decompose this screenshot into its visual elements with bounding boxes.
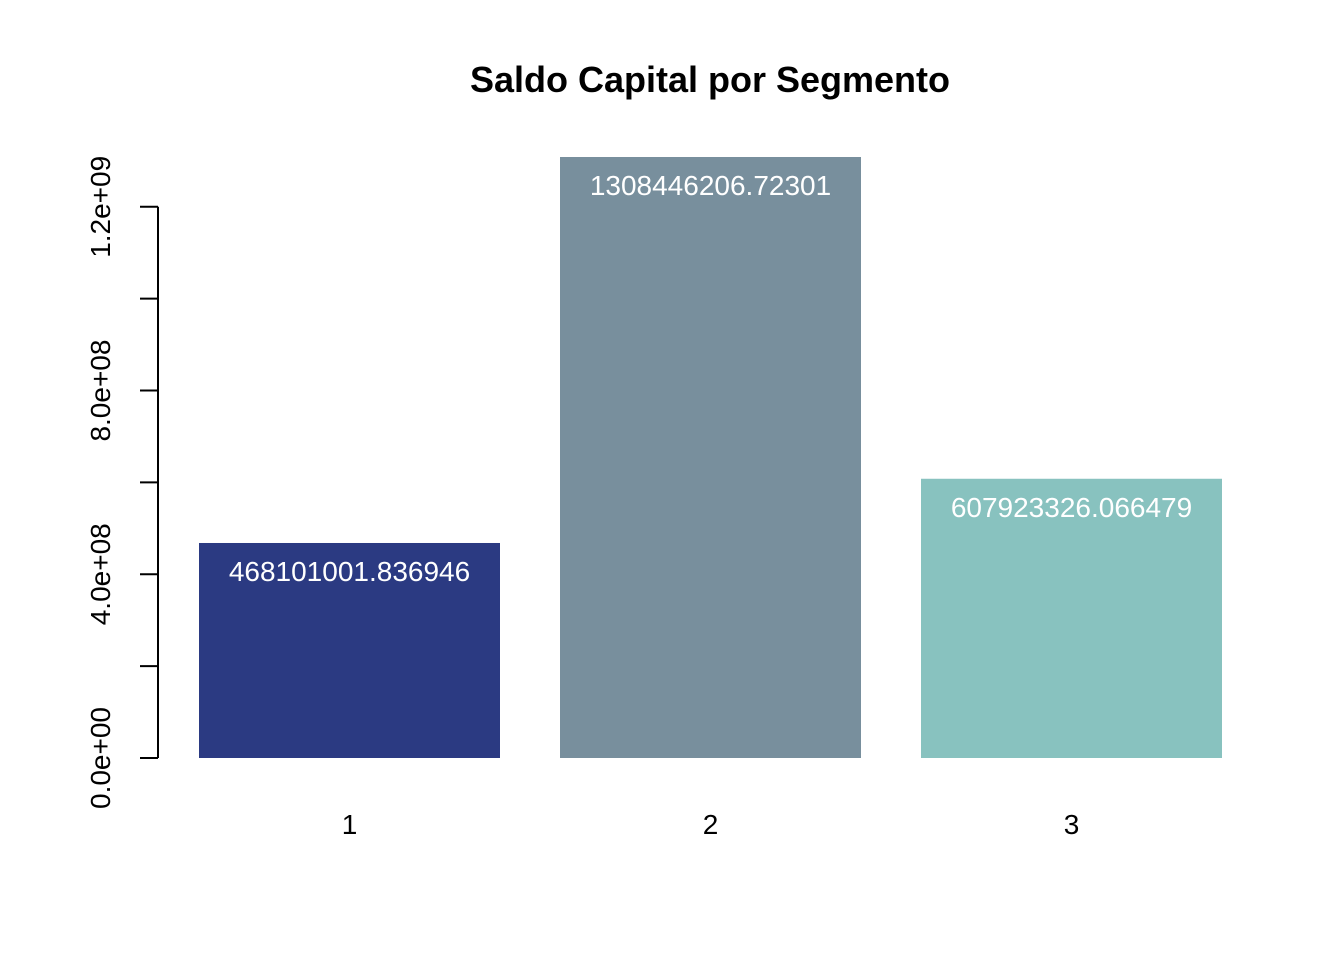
- y-tick-label: 8.0e+08: [85, 340, 116, 442]
- bar-value-label: 468101001.836946: [229, 556, 470, 587]
- bar-value-label: 607923326.066479: [951, 492, 1192, 523]
- y-axis: 0.0e+00 4.0e+08 8.0e+08 1.2e+09: [85, 156, 159, 809]
- bar-1: [199, 542, 500, 758]
- bar-3: [921, 478, 1222, 758]
- bar-2: [560, 157, 861, 758]
- bars: 468101001.836946 1308446206.72301 60792332…: [199, 157, 1222, 758]
- y-tick-label: 0.0e+00: [85, 707, 116, 809]
- x-category-label: 1: [342, 809, 358, 840]
- x-axis: 1 2 3: [342, 809, 1080, 840]
- y-tick-label: 1.2e+09: [85, 156, 116, 258]
- y-tick-label: 4.0e+08: [85, 523, 116, 625]
- x-category-label: 3: [1064, 809, 1080, 840]
- bar-value-label: 1308446206.72301: [590, 170, 831, 201]
- x-category-label: 2: [703, 809, 719, 840]
- chart-title: Saldo Capital por Segmento: [470, 59, 950, 100]
